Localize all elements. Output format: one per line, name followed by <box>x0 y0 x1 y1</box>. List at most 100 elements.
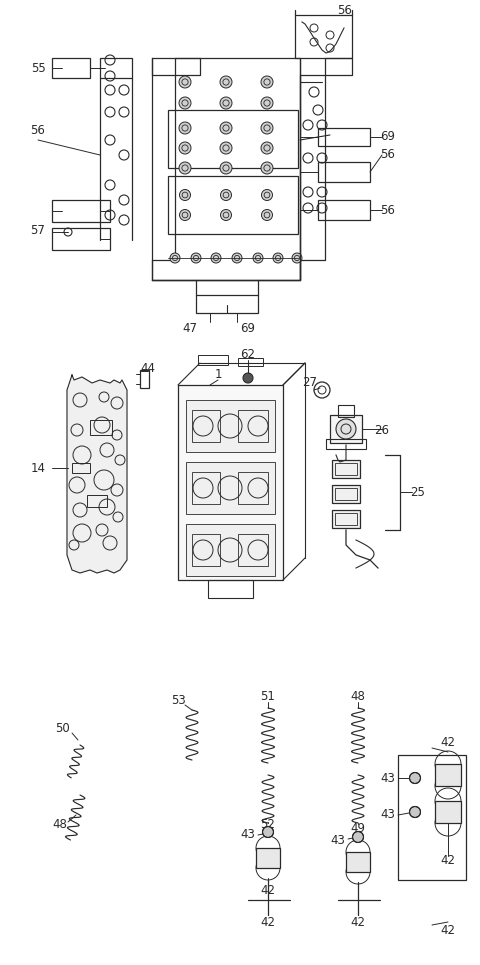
Text: 69: 69 <box>240 321 255 335</box>
Circle shape <box>179 142 191 154</box>
Text: 53: 53 <box>170 694 185 706</box>
Bar <box>90 420 112 435</box>
Bar <box>192 472 220 504</box>
Bar <box>238 410 268 442</box>
Bar <box>72 463 90 473</box>
Bar <box>87 495 107 507</box>
Text: 52: 52 <box>261 818 276 832</box>
Bar <box>186 524 275 576</box>
Circle shape <box>352 832 363 842</box>
Bar <box>435 801 461 823</box>
Text: 50: 50 <box>55 722 70 734</box>
Circle shape <box>191 253 201 263</box>
Text: 48: 48 <box>53 818 67 832</box>
Polygon shape <box>67 375 127 573</box>
Bar <box>335 513 357 525</box>
Text: 42: 42 <box>441 735 456 749</box>
Bar <box>332 485 360 503</box>
Circle shape <box>179 162 191 174</box>
Circle shape <box>220 122 232 134</box>
Circle shape <box>261 162 273 174</box>
Bar <box>52 200 110 222</box>
Text: 57: 57 <box>31 224 46 236</box>
Bar <box>332 460 360 478</box>
Circle shape <box>273 253 283 263</box>
Text: 43: 43 <box>381 771 396 785</box>
Text: 51: 51 <box>261 690 276 703</box>
Bar <box>335 463 357 475</box>
Bar <box>168 176 298 234</box>
Text: 55: 55 <box>31 62 46 74</box>
Text: 42: 42 <box>441 853 456 867</box>
Bar <box>338 405 354 417</box>
Bar <box>140 370 149 388</box>
Text: 42: 42 <box>350 916 365 928</box>
Circle shape <box>261 76 273 88</box>
Text: 43: 43 <box>240 829 255 841</box>
Circle shape <box>180 189 191 201</box>
Text: 26: 26 <box>374 424 389 436</box>
Bar <box>198 355 228 365</box>
Circle shape <box>262 209 273 220</box>
Bar <box>238 358 263 366</box>
Text: 42: 42 <box>261 884 276 896</box>
Circle shape <box>243 373 253 383</box>
Circle shape <box>261 122 273 134</box>
Bar <box>318 162 370 182</box>
Circle shape <box>179 122 191 134</box>
Text: 56: 56 <box>381 149 396 161</box>
Circle shape <box>220 76 232 88</box>
Circle shape <box>220 162 232 174</box>
Bar <box>52 228 110 250</box>
Circle shape <box>292 253 302 263</box>
Circle shape <box>211 253 221 263</box>
Circle shape <box>179 97 191 109</box>
Bar <box>186 400 275 452</box>
Bar <box>256 848 280 868</box>
Bar <box>335 488 357 500</box>
Circle shape <box>261 142 273 154</box>
Bar <box>318 200 370 220</box>
Bar <box>326 439 366 449</box>
Circle shape <box>220 189 231 201</box>
Bar <box>238 534 268 566</box>
Bar <box>192 410 220 442</box>
Circle shape <box>409 807 420 817</box>
Text: 56: 56 <box>337 4 352 16</box>
Text: 14: 14 <box>31 461 46 475</box>
Bar <box>318 128 370 146</box>
Circle shape <box>179 76 191 88</box>
Bar <box>332 510 360 528</box>
Bar <box>192 534 220 566</box>
Bar <box>295 15 352 58</box>
Text: 42: 42 <box>261 916 276 928</box>
Circle shape <box>253 253 263 263</box>
Text: 43: 43 <box>331 834 346 846</box>
Bar <box>435 764 461 786</box>
Text: 44: 44 <box>141 362 156 374</box>
Text: 48: 48 <box>350 690 365 703</box>
Text: 49: 49 <box>350 821 365 835</box>
Text: 43: 43 <box>381 809 396 821</box>
Text: 69: 69 <box>381 130 396 144</box>
Text: 25: 25 <box>410 485 425 499</box>
Circle shape <box>261 97 273 109</box>
Circle shape <box>220 142 232 154</box>
Circle shape <box>220 209 231 220</box>
Bar <box>398 755 466 880</box>
Circle shape <box>409 773 420 784</box>
Text: 1: 1 <box>214 369 222 381</box>
Bar <box>196 295 258 313</box>
Bar <box>238 472 268 504</box>
Text: 42: 42 <box>441 924 456 936</box>
Circle shape <box>220 97 232 109</box>
Circle shape <box>263 826 274 838</box>
Bar <box>346 852 370 872</box>
Text: 62: 62 <box>240 348 255 362</box>
Text: 56: 56 <box>31 124 46 137</box>
Bar <box>186 462 275 514</box>
Text: 47: 47 <box>182 321 197 335</box>
Circle shape <box>232 253 242 263</box>
Bar <box>208 580 253 598</box>
Bar <box>330 415 362 443</box>
